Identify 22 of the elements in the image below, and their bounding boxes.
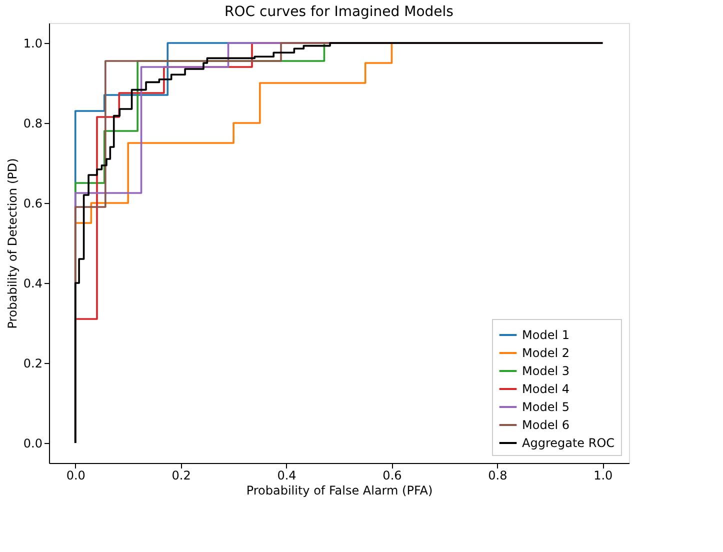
legend-label: Model 3 — [522, 364, 570, 378]
y-tick-label: 0.0 — [23, 436, 42, 450]
x-tick-label: 0.8 — [488, 468, 508, 482]
x-tick-label: 0.4 — [277, 468, 296, 482]
y-tick-label: 0.6 — [23, 196, 42, 210]
y-tick-label: 0.2 — [23, 356, 42, 370]
legend-label: Model 5 — [522, 400, 570, 414]
legend-label: Model 1 — [522, 328, 570, 342]
x-axis-title: Probability of False Alarm (PFA) — [246, 484, 433, 498]
legend-label: Model 4 — [522, 382, 570, 396]
legend-label: Model 6 — [522, 418, 570, 432]
y-tick-label: 0.4 — [23, 276, 42, 290]
chart-title: ROC curves for Imagined Models — [224, 4, 454, 20]
legend-label: Aggregate ROC — [522, 436, 615, 450]
legend-label: Model 2 — [522, 346, 570, 360]
y-axis-title: Probability of Detection (PD) — [5, 158, 20, 329]
x-tick-label: 0.6 — [382, 468, 402, 482]
x-tick-label: 1.0 — [594, 468, 613, 482]
y-tick-label: 1.0 — [23, 36, 42, 50]
x-tick-label: 0.2 — [172, 468, 191, 482]
x-tick-label: 0.0 — [66, 468, 86, 482]
y-tick-label: 0.8 — [23, 116, 42, 130]
